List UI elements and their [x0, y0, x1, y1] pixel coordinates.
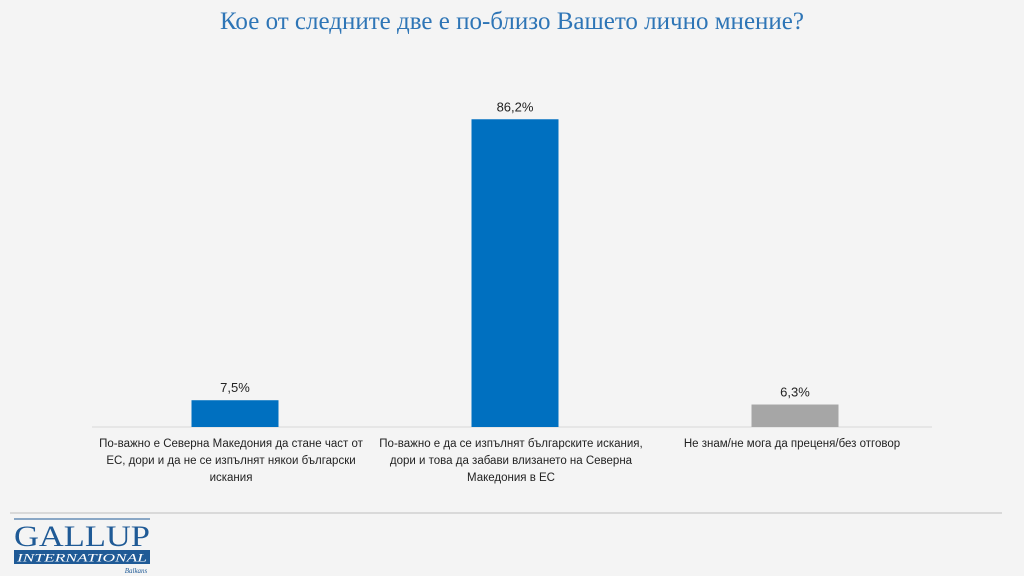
- svg-text:INTERNATIONAL: INTERNATIONAL: [16, 551, 148, 565]
- svg-text:Balkans: Balkans: [125, 567, 148, 574]
- gallup-logo: GALLUP INTERNATIONAL Balkans: [14, 518, 150, 574]
- category-label: По-важно е Северна Македония да стане ча…: [99, 438, 363, 484]
- bar: [751, 404, 839, 427]
- data-label: 7,5%: [220, 380, 250, 395]
- bar: [191, 400, 279, 427]
- data-label: 86,2%: [497, 99, 534, 114]
- svg-text:GALLUP: GALLUP: [14, 520, 150, 553]
- bar: [471, 119, 559, 428]
- footer-divider: [10, 512, 1002, 514]
- category-label: Не знам/не мога да преценя/без отговор: [683, 438, 901, 450]
- data-label: 6,3%: [780, 385, 810, 400]
- category-label: По-важно е да се изпълнят българските ис…: [379, 438, 643, 484]
- chart-title: Кое от следните две е по-близо Вашето ли…: [220, 8, 804, 35]
